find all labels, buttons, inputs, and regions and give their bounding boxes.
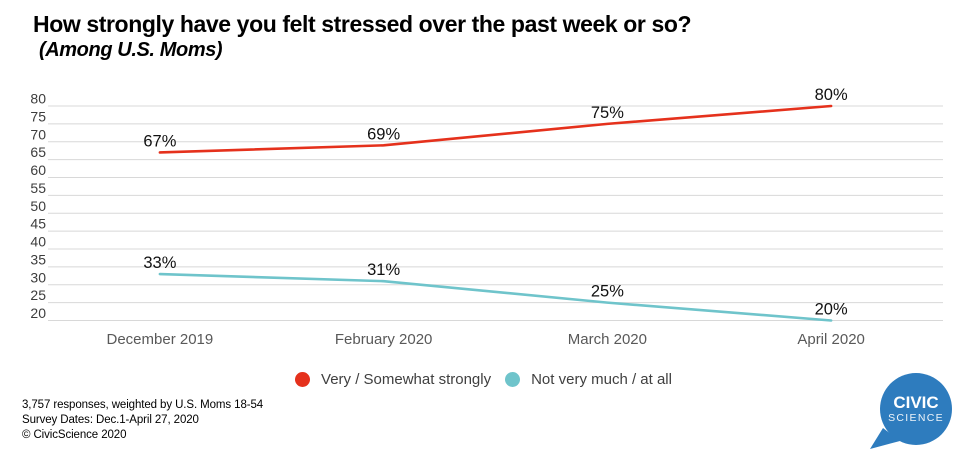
data-label: 75% bbox=[591, 104, 624, 122]
series-line bbox=[158, 104, 833, 154]
x-axis-label: March 2020 bbox=[568, 331, 647, 348]
teal-series-dot-icon bbox=[505, 372, 521, 387]
chart-legend: Very / Somewhat strongly Not very much /… bbox=[0, 371, 967, 388]
series-line bbox=[158, 272, 833, 322]
y-tick-label: 20 bbox=[30, 305, 46, 321]
footnote-block: 3,757 responses, weighted by U.S. Moms 1… bbox=[22, 398, 263, 443]
logo-bubble-tail bbox=[870, 428, 900, 449]
y-tick-label: 35 bbox=[30, 251, 46, 267]
y-tick-label: 40 bbox=[30, 234, 46, 250]
x-axis-label: April 2020 bbox=[797, 331, 865, 348]
y-tick-label: 30 bbox=[30, 269, 46, 285]
data-label: 25% bbox=[591, 283, 624, 301]
x-axis-label: December 2019 bbox=[107, 331, 214, 348]
logo-text-civic: CIVIC bbox=[893, 393, 938, 412]
y-tick-label: 60 bbox=[30, 162, 46, 178]
legend-item-very-somewhat-strongly: Very / Somewhat strongly bbox=[295, 371, 491, 388]
data-label: 69% bbox=[367, 125, 400, 143]
legend-item-not-very-much: Not very much / at all bbox=[505, 371, 672, 388]
x-axis-label: February 2020 bbox=[335, 331, 433, 348]
logo-bubble-circle bbox=[880, 373, 952, 445]
y-tick-label: 65 bbox=[30, 144, 46, 160]
data-label: 67% bbox=[143, 132, 176, 150]
footnote-responses: 3,757 responses, weighted by U.S. Moms 1… bbox=[22, 399, 264, 411]
y-tick-label: 25 bbox=[30, 287, 46, 303]
y-tick-label: 80 bbox=[30, 91, 46, 107]
data-label: 33% bbox=[143, 254, 176, 272]
y-tick-label: 50 bbox=[30, 198, 46, 214]
footnote-survey-dates: Survey Dates: Dec.1-April 27, 2020 bbox=[22, 414, 199, 426]
data-label: 20% bbox=[815, 301, 848, 319]
y-tick-label: 70 bbox=[30, 126, 46, 142]
chart-title: How strongly have you felt stressed over… bbox=[33, 11, 692, 37]
logo-text-science: SCIENCE bbox=[888, 412, 944, 424]
data-label: 80% bbox=[815, 86, 848, 104]
legend-label: Not very much / at all bbox=[531, 371, 672, 388]
footnote-copyright: © CivicScience 2020 bbox=[22, 429, 127, 441]
data-label: 31% bbox=[367, 261, 400, 279]
y-tick-label: 55 bbox=[30, 180, 46, 196]
legend-label: Very / Somewhat strongly bbox=[321, 371, 492, 388]
red-series-dot-icon bbox=[295, 372, 311, 387]
chart-subtitle: (Among U.S. Moms) bbox=[39, 39, 223, 61]
civicscience-logo: CIVIC SCIENCE bbox=[870, 373, 952, 449]
y-tick-label: 45 bbox=[30, 216, 46, 232]
y-tick-label: 75 bbox=[30, 108, 46, 124]
chart-title-block: How strongly have you felt stressed over… bbox=[33, 10, 692, 62]
